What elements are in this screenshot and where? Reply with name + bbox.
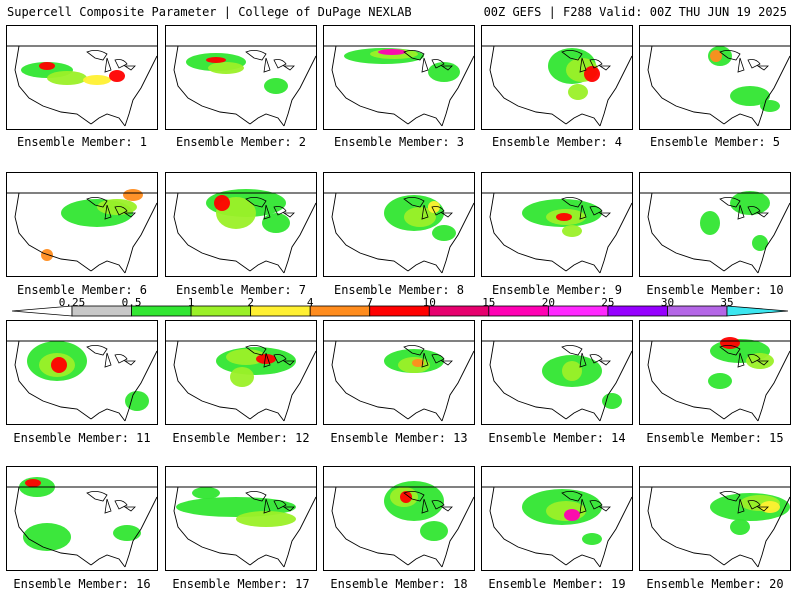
ensemble-member-label: Ensemble Member: 9	[491, 283, 623, 297]
colorbar-tick-label: 0.25	[58, 296, 86, 309]
map-graphic	[7, 477, 157, 568]
map-graphic	[482, 486, 632, 568]
ensemble-member-label: Ensemble Member: 8	[333, 283, 465, 297]
colorbar-tick-label: 20	[541, 296, 555, 309]
ensemble-member-map	[323, 172, 475, 277]
ensemble-member-map	[165, 172, 317, 277]
ensemble-member-label: Ensemble Member: 13	[330, 431, 468, 445]
colorbar-segment	[250, 305, 311, 317]
colorbar-segment	[667, 305, 728, 317]
map-graphic	[640, 337, 790, 422]
colorbar-segment	[309, 305, 371, 317]
ensemble-member-map	[165, 466, 317, 571]
valid-time-label: 00Z GEFS | F288 Valid: 00Z THU JUN 19 20…	[483, 5, 787, 19]
colorbar-upper-arrow	[726, 305, 788, 317]
map-graphic	[166, 486, 316, 568]
ensemble-member-map	[165, 320, 317, 425]
ensemble-member-label: Ensemble Member: 17	[172, 577, 310, 591]
map-graphic	[166, 45, 316, 127]
ensemble-member-map	[481, 25, 633, 130]
colorbar-tick-label: 0.5	[121, 296, 142, 309]
map-graphic	[324, 192, 474, 274]
colorbar-tick-label: 10	[422, 296, 436, 309]
map-graphic	[7, 45, 157, 127]
ensemble-member-map	[6, 466, 158, 571]
map-graphic	[324, 481, 474, 568]
colorbar-tick-label: 7	[366, 296, 374, 309]
ensemble-member-label: Ensemble Member: 5	[649, 135, 781, 149]
map-graphic	[324, 340, 474, 422]
colorbar-segment	[428, 305, 490, 317]
map-graphic	[324, 45, 474, 127]
ensemble-member-map	[639, 172, 791, 277]
map-graphic	[640, 486, 790, 568]
colorbar-tick-label: 30	[660, 296, 675, 309]
colorbar-segment	[607, 305, 668, 317]
ensemble-member-map	[639, 466, 791, 571]
ensemble-member-map	[6, 320, 158, 425]
map-graphic	[482, 340, 632, 422]
map-title: Supercell Composite Parameter | College …	[7, 5, 412, 19]
ensemble-member-map	[639, 320, 791, 425]
ensemble-member-map	[481, 172, 633, 277]
colorbar-tick-label: 4	[306, 296, 314, 309]
ensemble-member-label: Ensemble Member: 2	[175, 135, 307, 149]
colorbar-tick-label: 35	[720, 296, 734, 309]
ensemble-member-label: Ensemble Member: 1	[16, 135, 148, 149]
colorbar-segment	[488, 305, 549, 317]
ensemble-member-label: Ensemble Member: 12	[172, 431, 310, 445]
ensemble-member-label: Ensemble Member: 4	[491, 135, 623, 149]
ensemble-member-map	[6, 172, 158, 277]
ensemble-member-label: Ensemble Member: 10	[646, 283, 784, 297]
ensemble-member-label: Ensemble Member: 19	[488, 577, 626, 591]
map-graphic	[166, 340, 316, 422]
ensemble-member-label: Ensemble Member: 16	[13, 577, 151, 591]
colorbar-segment	[369, 305, 430, 317]
map-graphic	[166, 189, 316, 274]
ensemble-member-label: Ensemble Member: 7	[175, 283, 307, 297]
colorbar-tick-label: 15	[482, 296, 496, 309]
map-graphic	[640, 45, 790, 127]
map-graphic	[482, 45, 632, 127]
colorbar-segment	[547, 305, 609, 317]
ensemble-member-label: Ensemble Member: 15	[646, 431, 784, 445]
ensemble-member-map	[323, 25, 475, 130]
ensemble-member-label: Ensemble Member: 11	[13, 431, 151, 445]
ensemble-member-map	[323, 466, 475, 571]
map-graphic	[7, 340, 157, 422]
ensemble-member-label: Ensemble Member: 14	[488, 431, 626, 445]
ensemble-member-label: Ensemble Member: 3	[333, 135, 465, 149]
colorbar-tick-label: 2	[247, 296, 254, 309]
colorbar-segment	[190, 305, 252, 317]
map-graphic	[7, 189, 157, 274]
ensemble-member-map	[323, 320, 475, 425]
colorbar	[12, 297, 788, 321]
ensemble-member-label: Ensemble Member: 18	[330, 577, 468, 591]
map-graphic	[640, 191, 790, 274]
ensemble-member-map	[481, 466, 633, 571]
ensemble-member-map	[481, 320, 633, 425]
ensemble-member-map	[165, 25, 317, 130]
colorbar-graphic	[12, 305, 788, 317]
colorbar-tick-label: 1	[187, 296, 195, 309]
colorbar-tick-label: 25	[601, 296, 615, 309]
ensemble-member-map	[6, 25, 158, 130]
ensemble-member-label: Ensemble Member: 6	[16, 283, 148, 297]
map-graphic	[482, 192, 632, 274]
ensemble-member-label: Ensemble Member: 20	[646, 577, 784, 591]
ensemble-member-map	[639, 25, 791, 130]
